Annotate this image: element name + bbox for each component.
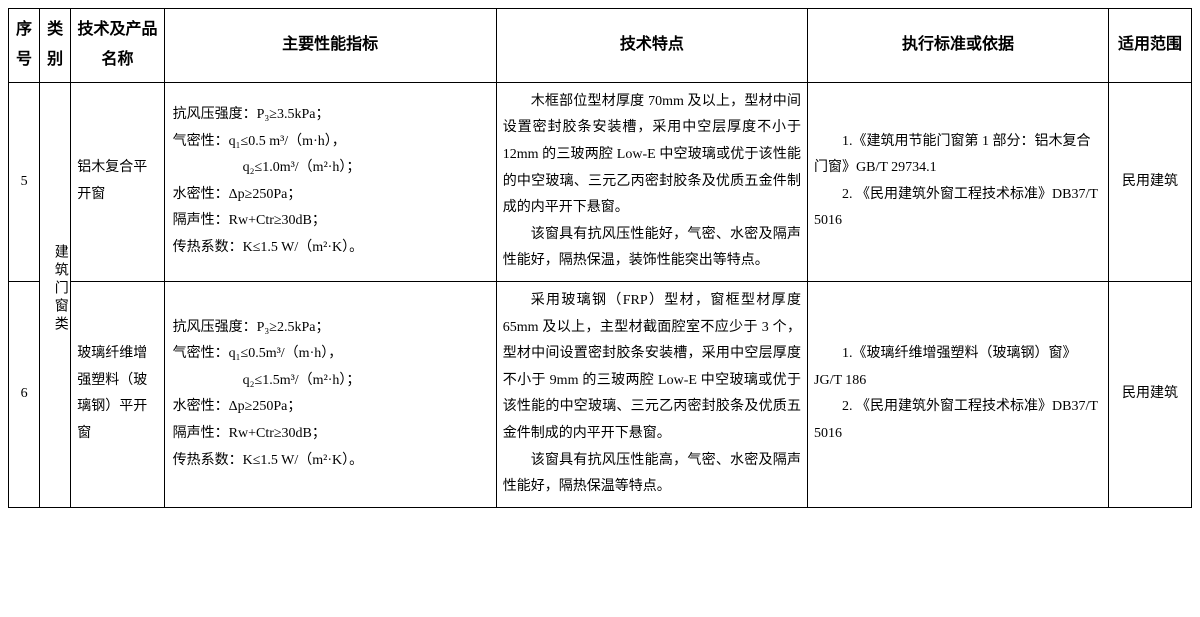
std-line: 2. 《民用建筑外窗工程技术标准》DB37/T 5016 [814, 182, 1102, 235]
perf-line: 气密性：q₁≤0.5 m³/（m·h）， [173, 129, 490, 156]
cell-std: 1.《玻璃纤维增强塑料（玻璃钢）窗》JG/T 186 2. 《民用建筑外窗工程技… [808, 281, 1109, 507]
cell-feat: 采用玻璃钢（FRP）型材，窗框型材厚度 65mm 及以上，主型材截面腔室不应少于… [496, 281, 807, 507]
cell-seq: 5 [9, 82, 40, 281]
cell-name: 铝木复合平开窗 [71, 82, 164, 281]
perf-line: 水密性：Δp≥250Pa； [173, 394, 490, 421]
std-line: 1.《玻璃纤维增强塑料（玻璃钢）窗》JG/T 186 [814, 341, 1102, 394]
perf-line: q₂≤1.0m³/（m²·h）； [173, 155, 490, 182]
perf-line: 传热系数：K≤1.5 W/（m²·K）。 [173, 448, 490, 475]
spec-table: 序号 类别 技术及产品名称 主要性能指标 技术特点 执行标准或依据 适用范围 5… [8, 8, 1192, 508]
col-feat-header: 技术特点 [496, 9, 807, 83]
perf-line: 气密性：q₁≤0.5m³/（m·h）， [173, 341, 490, 368]
feat-para: 该窗具有抗风压性能好，气密、水密及隔声性能好，隔热保温，装饰性能突出等特点。 [503, 222, 801, 275]
col-std-header: 执行标准或依据 [808, 9, 1109, 83]
col-seq-header: 序号 [9, 9, 40, 83]
perf-line: 传热系数：K≤1.5 W/（m²·K）。 [173, 235, 490, 262]
cell-perf: 抗风压强度：P₃≥3.5kPa； 气密性：q₁≤0.5 m³/（m·h）， q₂… [164, 82, 496, 281]
feat-para: 采用玻璃钢（FRP）型材，窗框型材厚度 65mm 及以上，主型材截面腔室不应少于… [503, 288, 801, 448]
col-scope-header: 适用范围 [1108, 9, 1191, 83]
cell-scope: 民用建筑 [1108, 281, 1191, 507]
table-row: 6 玻璃纤维增强塑料（玻璃钢）平开窗 抗风压强度：P₃≥2.5kPa； 气密性：… [9, 281, 1192, 507]
cell-category: 建筑门窗类 [40, 82, 71, 507]
table-row: 5 建筑门窗类 铝木复合平开窗 抗风压强度：P₃≥3.5kPa； 气密性：q₁≤… [9, 82, 1192, 281]
cell-feat: 木框部位型材厚度 70mm 及以上，型材中间设置密封胶条安装槽，采用中空层厚度不… [496, 82, 807, 281]
col-cat-header: 类别 [40, 9, 71, 83]
perf-line: 水密性：Δp≥250Pa； [173, 182, 490, 209]
perf-line: 隔声性：Rw+Ctr≥30dB； [173, 208, 490, 235]
col-name-header: 技术及产品名称 [71, 9, 164, 83]
cell-std: 1.《建筑用节能门窗第 1 部分：铝木复合门窗》GB/T 29734.1 2. … [808, 82, 1109, 281]
feat-para: 木框部位型材厚度 70mm 及以上，型材中间设置密封胶条安装槽，采用中空层厚度不… [503, 89, 801, 222]
cell-perf: 抗风压强度：P₃≥2.5kPa； 气密性：q₁≤0.5m³/（m·h）， q₂≤… [164, 281, 496, 507]
std-line: 2. 《民用建筑外窗工程技术标准》DB37/T 5016 [814, 394, 1102, 447]
cell-scope: 民用建筑 [1108, 82, 1191, 281]
header-row: 序号 类别 技术及产品名称 主要性能指标 技术特点 执行标准或依据 适用范围 [9, 9, 1192, 83]
cell-seq: 6 [9, 281, 40, 507]
perf-line: q₂≤1.5m³/（m²·h）； [173, 368, 490, 395]
feat-para: 该窗具有抗风压性能高，气密、水密及隔声性能好，隔热保温等特点。 [503, 448, 801, 501]
perf-line: 隔声性：Rw+Ctr≥30dB； [173, 421, 490, 448]
perf-line: 抗风压强度：P₃≥3.5kPa； [173, 102, 490, 129]
cell-name: 玻璃纤维增强塑料（玻璃钢）平开窗 [71, 281, 164, 507]
col-perf-header: 主要性能指标 [164, 9, 496, 83]
category-label: 建筑门窗类 [46, 244, 73, 334]
perf-line: 抗风压强度：P₃≥2.5kPa； [173, 315, 490, 342]
std-line: 1.《建筑用节能门窗第 1 部分：铝木复合门窗》GB/T 29734.1 [814, 129, 1102, 182]
